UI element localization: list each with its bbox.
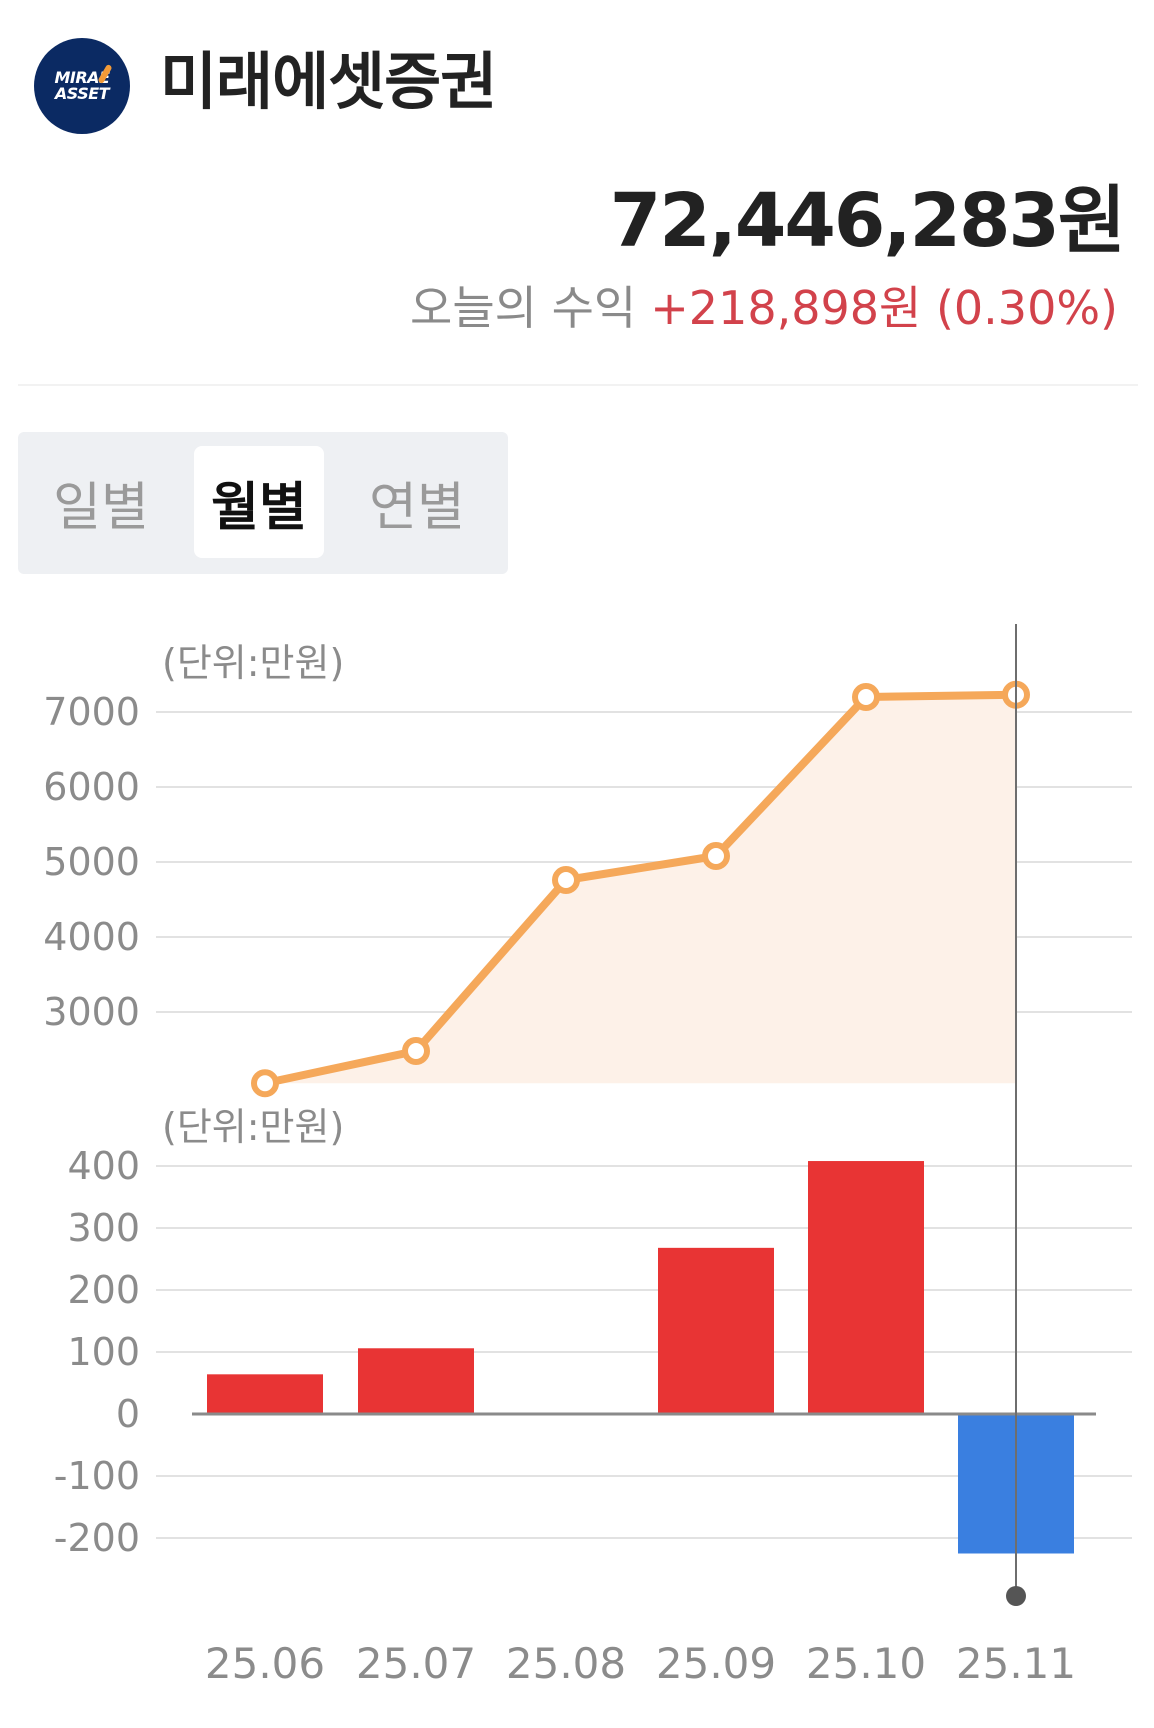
logo-text-line1: MIRAE (54, 68, 110, 87)
x-axis-label-25.09: 25.09 (656, 1639, 776, 1688)
bar-chart-y-tick: -200 (54, 1516, 140, 1560)
today-profit-value: +218,898원 (0.30%) (650, 281, 1118, 335)
line-chart-series-line (261, 690, 1020, 1088)
total-asset-value: 72,446,283원 (609, 178, 1126, 264)
bar-25.10[interactable] (808, 1161, 924, 1414)
line-chart-point-25.10[interactable] (852, 683, 880, 711)
period-tab-bar: 일별 월별 연별 (18, 432, 508, 574)
line-chart-unit-label: (단위:만원) (162, 641, 344, 685)
bar-chart-y-tick: 0 (116, 1392, 140, 1436)
line-chart-y-tick: 3000 (43, 990, 140, 1034)
brand-title: 미래에셋증권 (160, 45, 497, 118)
line-chart-point-25.06[interactable] (251, 1069, 279, 1098)
today-profit-label: 오늘의 수익 (410, 281, 637, 335)
logo-text: MIRAE ASSET (54, 68, 110, 103)
selection-crosshair-dot (1006, 1586, 1026, 1606)
mirae-asset-logo: MIRAE ASSET (34, 38, 130, 134)
line-chart-y-tick: 7000 (43, 690, 140, 734)
bar-chart-y-tick: 300 (67, 1206, 140, 1250)
bar-chart-unit-label: (단위:만원) (162, 1105, 344, 1149)
line-chart-point-25.08[interactable] (552, 866, 580, 894)
today-profit-row: 오늘의 수익 +218,898원 (0.30%) (410, 278, 1118, 338)
section-divider (18, 384, 1138, 386)
x-axis-label-25.08: 25.08 (506, 1639, 626, 1688)
x-axis-label-25.06: 25.06 (205, 1639, 325, 1688)
x-axis-label-25.07: 25.07 (356, 1639, 476, 1688)
line-chart-point-25.07[interactable] (402, 1037, 430, 1065)
line-chart-y-tick: 6000 (43, 765, 140, 809)
logo-text-line2: ASSET (54, 84, 110, 103)
tab-yearly-label: 연별 (369, 477, 465, 538)
line-chart-point-25.09[interactable] (702, 842, 730, 870)
tab-daily-label: 일별 (53, 477, 149, 538)
bar-chart-y-tick: 100 (67, 1330, 140, 1374)
x-axis-label-25.10: 25.10 (806, 1639, 926, 1688)
monthly-asset-chart[interactable]: (단위:만원)30004000500060007000(단위:만원)400300… (0, 600, 1154, 1720)
bar-chart-y-tick: 400 (67, 1144, 140, 1188)
line-chart-y-tick: 4000 (43, 915, 140, 959)
bar-25.09[interactable] (658, 1247, 774, 1414)
line-chart-y-tick: 5000 (43, 840, 140, 884)
tab-yearly[interactable]: 연별 (352, 446, 482, 558)
x-axis-label-25.11: 25.11 (956, 1639, 1076, 1688)
bar-chart-y-tick: -100 (54, 1454, 140, 1498)
tab-monthly[interactable]: 월별 (194, 446, 324, 558)
bar-25.06[interactable] (207, 1374, 323, 1414)
bar-chart-y-tick: 200 (67, 1268, 140, 1312)
tab-daily[interactable]: 일별 (36, 446, 166, 558)
detail-link-button[interactable] (1070, 40, 1130, 104)
tab-monthly-label: 월별 (211, 477, 307, 538)
account-header: MIRAE ASSET 미래에셋증권 (0, 0, 1154, 170)
line-chart-area (265, 694, 1016, 1084)
bar-25.07[interactable] (358, 1348, 474, 1414)
